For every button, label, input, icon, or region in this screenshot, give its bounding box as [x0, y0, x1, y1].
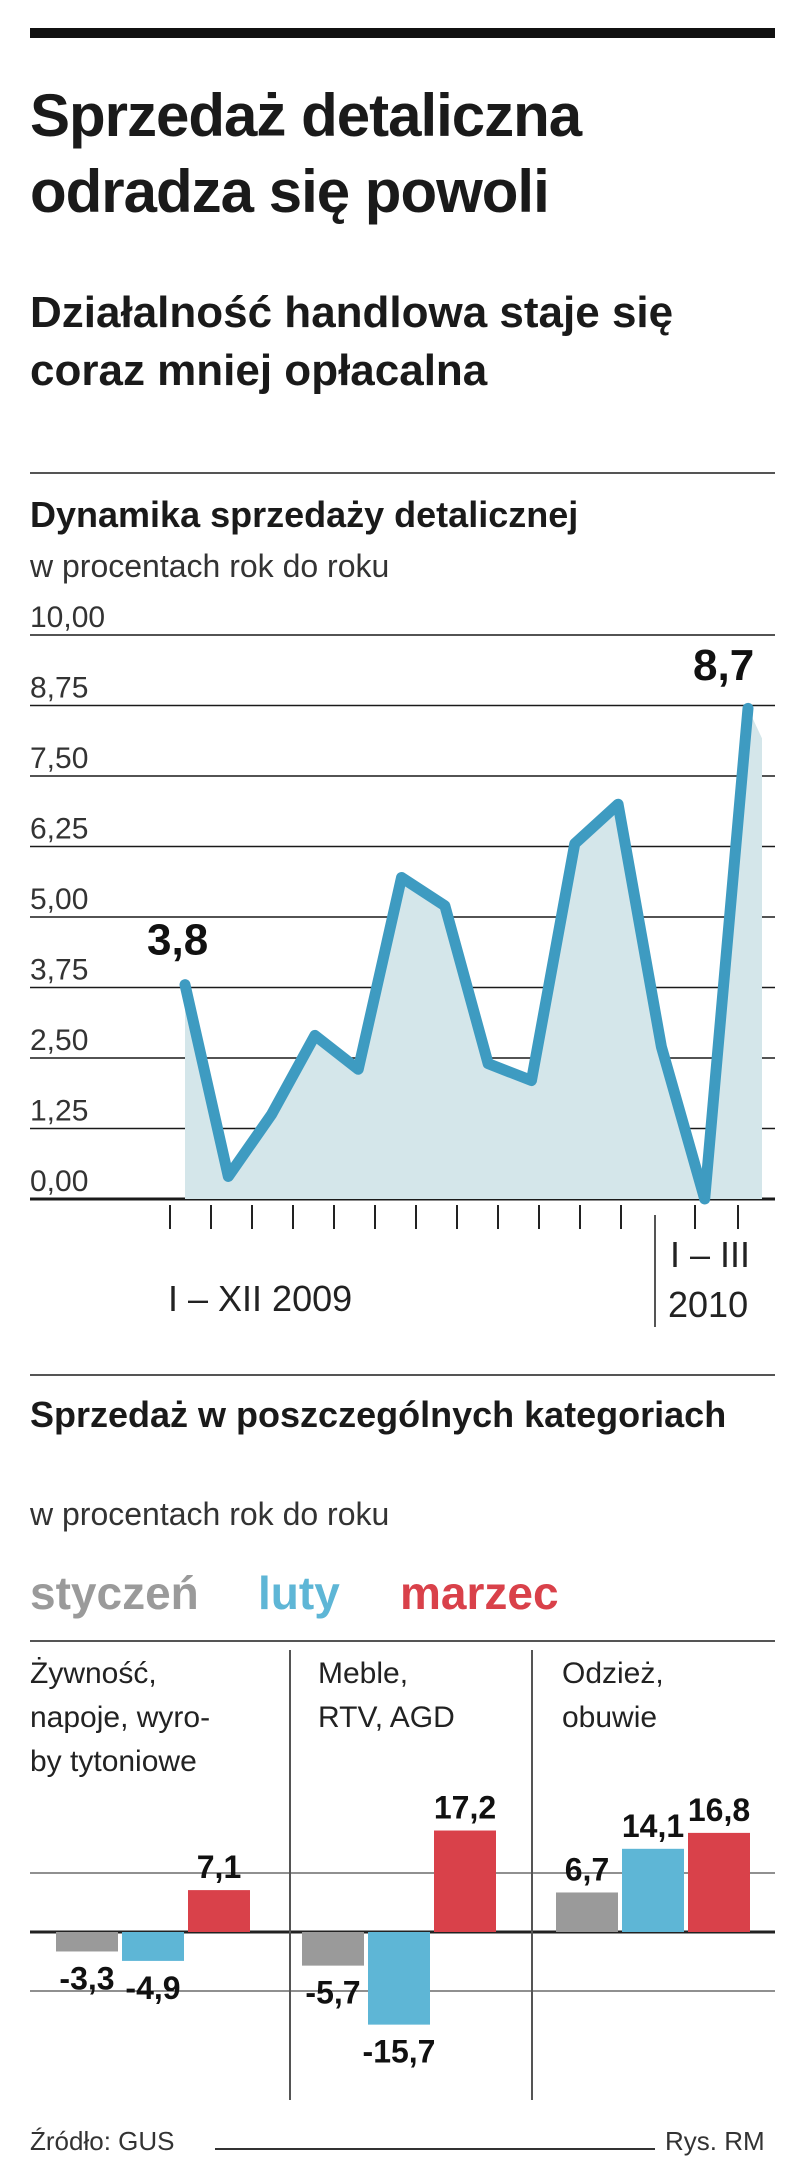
- annotation-last: 8,7: [693, 641, 754, 690]
- bar-styczeń: [302, 1932, 364, 1966]
- bar-luty: [122, 1932, 184, 1961]
- category-label-food-line2: napoje, wyro-: [30, 1701, 211, 1734]
- data-point: [442, 903, 447, 908]
- data-point: [399, 875, 404, 880]
- source-note: Źródło: GUS: [30, 2126, 175, 2156]
- legend-luty: luty: [258, 1567, 340, 1619]
- data-point: [183, 982, 187, 987]
- bar-value-label: 16,8: [688, 1792, 750, 1828]
- bar-styczeń: [556, 1892, 618, 1932]
- bar-value-label: -5,7: [305, 1975, 360, 2011]
- category-label-furniture-line2: RTV, AGD: [318, 1701, 455, 1734]
- y-tick-label: 0,00: [30, 1165, 88, 1198]
- bar-luty: [622, 1848, 684, 1932]
- data-point: [486, 1061, 491, 1066]
- data-point: [312, 1033, 317, 1038]
- page-subtitle: Działalność handlowa staje się coraz mni…: [30, 288, 674, 395]
- data-point: [659, 1044, 664, 1049]
- page-title: Sprzedaż detaliczna odradza się powoli: [30, 82, 582, 225]
- category-label-clothing-line1: Odzież,: [562, 1657, 664, 1690]
- top-rule: [30, 28, 775, 38]
- bar-styczeń: [56, 1932, 118, 1952]
- category-label-furniture: Meble, RTV, AGD: [318, 1652, 455, 1740]
- bar-value-label: 6,7: [565, 1851, 609, 1887]
- category-label-food-line3: by tytoniowe: [30, 1745, 197, 1778]
- line-chart: 10,00 8,75 7,50 6,25 5,00 3,75 2,50 1,25 0,00 3,8…: [30, 601, 775, 1229]
- category-label-food: Żywność, napoje, wyro- by tytoniowe: [30, 1652, 210, 1784]
- x-label-2010-year: 2010: [668, 1284, 749, 1325]
- bar-value-label: -4,9: [125, 1970, 180, 2006]
- line-chart-area: [185, 708, 762, 1199]
- category-label-food-line1: Żywność,: [30, 1657, 157, 1690]
- y-tick-label: 2,50: [30, 1024, 88, 1057]
- data-point: [572, 841, 577, 846]
- bar-marzec: [434, 1830, 496, 1932]
- bar-value-label: 14,1: [622, 1808, 684, 1844]
- line-chart-series: [179, 702, 754, 1205]
- y-tick-label: 5,00: [30, 883, 88, 916]
- y-tick-label: 10,00: [30, 601, 105, 634]
- bar-value-label: -15,7: [363, 2034, 436, 2070]
- y-tick-label: 7,50: [30, 742, 88, 775]
- bar-luty: [368, 1932, 430, 2025]
- x-label-2009: I – XII 2009: [168, 1278, 353, 1319]
- data-point: [226, 1174, 231, 1179]
- bar-marzec: [188, 1890, 250, 1932]
- section-rule-2: [30, 1374, 775, 1376]
- legend-rule: [30, 1640, 775, 1642]
- data-point: [702, 1197, 707, 1201]
- y-tick-label: 6,25: [30, 813, 88, 846]
- y-tick-label: 1,25: [30, 1095, 88, 1128]
- bar-chart-title: Sprzedaż w poszczególnych kategoriach: [30, 1394, 727, 1435]
- bar-value-label: -3,3: [59, 1960, 114, 1996]
- category-label-clothing: Odzież, obuwie: [562, 1652, 664, 1740]
- annotation-first: 3,8: [147, 916, 208, 965]
- data-point: [616, 802, 621, 807]
- bar-value-label: 7,1: [197, 1849, 241, 1885]
- footer-rule: [215, 2148, 655, 2150]
- section-rule-1: [30, 472, 775, 474]
- bar-value-label: 17,2: [434, 1790, 496, 1826]
- legend-styczen: styczeń: [30, 1567, 199, 1619]
- category-label-clothing-line2: obuwie: [562, 1701, 658, 1734]
- bar-chart-unit: w procentach rok do roku: [30, 1496, 390, 1532]
- line-chart-unit: w procentach rok do roku: [30, 548, 390, 584]
- line-chart-title: Dynamika sprzedaży detalicznej: [30, 494, 579, 535]
- y-tick-label: 3,75: [30, 954, 88, 987]
- y-tick-label: 8,75: [30, 672, 88, 705]
- legend-marzec: marzec: [400, 1567, 559, 1619]
- data-point: [269, 1112, 274, 1117]
- credit-note: Rys. RM: [665, 2126, 765, 2156]
- bar-marzec: [688, 1832, 750, 1932]
- x-label-2010-months: I – III: [670, 1234, 751, 1275]
- category-label-furniture-line1: Meble,: [318, 1657, 409, 1690]
- bar-chart: -3,3 -4,9 7,1 -5,7-15,7 17,2 6,7 14,1 16,8: [30, 1650, 775, 2100]
- data-point: [529, 1078, 534, 1083]
- data-point: [356, 1067, 361, 1072]
- data-point: [746, 706, 750, 711]
- year-separator: [654, 1215, 656, 1327]
